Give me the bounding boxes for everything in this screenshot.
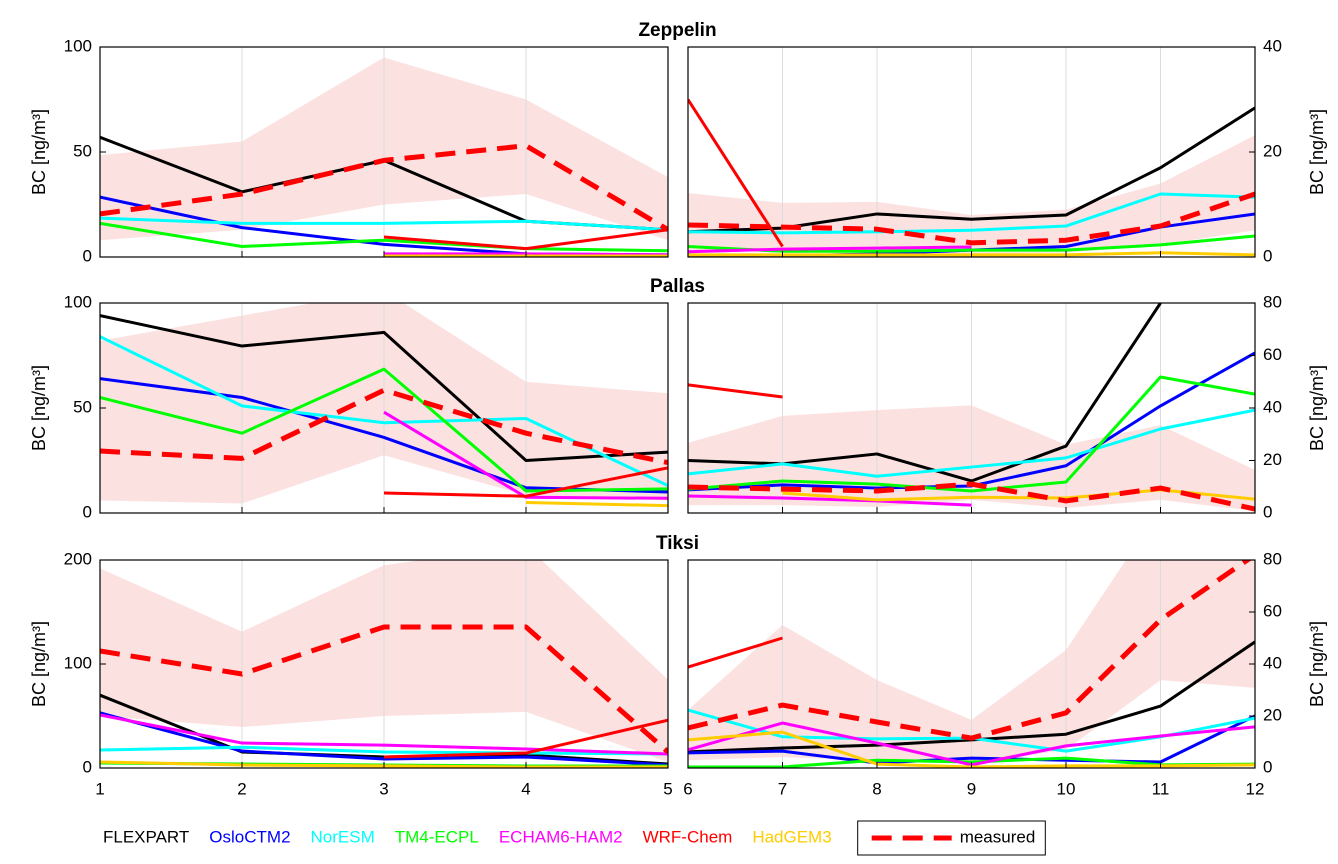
x-tick-label: 5 xyxy=(663,779,672,798)
panel xyxy=(100,560,668,768)
series-line xyxy=(100,367,668,493)
x-tick-label: 4 xyxy=(521,779,530,798)
y-tick-label: 100 xyxy=(64,36,92,55)
series-line xyxy=(100,314,668,462)
series-line xyxy=(100,216,668,232)
series-line xyxy=(688,408,1255,478)
series-line xyxy=(688,494,972,507)
y-axis-label: BC [ng/m³] xyxy=(29,621,49,707)
y-tick-label: 0 xyxy=(1263,246,1272,265)
y-axis-label: BC [ng/m³] xyxy=(29,109,49,195)
series-line xyxy=(688,375,1255,493)
y-tick-label: 50 xyxy=(73,141,92,160)
y-tick-label: 50 xyxy=(73,397,92,416)
y-tick-label: 200 xyxy=(64,549,92,568)
legend-label: OsloCTM2 xyxy=(209,827,290,846)
y-tick-label: 20 xyxy=(1263,705,1282,724)
series-line xyxy=(100,143,668,232)
x-tick-label: 6 xyxy=(683,779,692,798)
legend-label: NorESM xyxy=(311,827,375,846)
x-tick-label: 7 xyxy=(778,779,787,798)
series-line xyxy=(782,488,1255,502)
series-line xyxy=(688,192,1255,235)
legend-label: FLEXPART xyxy=(103,827,189,846)
y-tick-label: 0 xyxy=(83,757,92,776)
series-line xyxy=(688,383,783,399)
y-tick-label: 60 xyxy=(1263,601,1282,620)
y-tick-label: 0 xyxy=(1263,502,1272,521)
y-tick-label: 20 xyxy=(1263,450,1282,469)
panel xyxy=(688,560,1255,768)
y-tick-label: 100 xyxy=(64,292,92,311)
series-line xyxy=(383,228,668,251)
y-tick-label: 40 xyxy=(1263,653,1282,672)
x-tick-label: 2 xyxy=(237,779,246,798)
panel xyxy=(100,47,668,257)
series-line xyxy=(100,221,668,253)
series-line xyxy=(688,303,1162,483)
y-tick-label: 0 xyxy=(83,246,92,265)
x-tick-label: 9 xyxy=(967,779,976,798)
range-band xyxy=(688,560,1255,764)
series-line xyxy=(100,745,668,756)
series-line xyxy=(100,624,668,754)
y-tick-label: 40 xyxy=(1263,36,1282,55)
series-line xyxy=(688,245,972,254)
series-line xyxy=(688,481,1255,512)
series-line xyxy=(100,713,668,756)
y-tick-label: 0 xyxy=(1263,757,1272,776)
y-tick-label: 100 xyxy=(64,653,92,672)
panel xyxy=(688,303,1255,513)
y-tick-label: 60 xyxy=(1263,345,1282,364)
series-line xyxy=(688,560,1252,741)
panel-title: Tiksi xyxy=(656,533,699,554)
y-axis-label: BC [ng/m³] xyxy=(29,365,49,451)
x-tick-label: 3 xyxy=(379,779,388,798)
x-tick-label: 11 xyxy=(1152,779,1170,798)
series-line xyxy=(383,718,668,759)
x-tick-label: 8 xyxy=(872,779,881,798)
legend-label: HadGEM3 xyxy=(752,827,831,846)
panel-title: Pallas xyxy=(650,276,705,297)
legend-label: ECHAM6-HAM2 xyxy=(499,827,623,846)
y-axis-label: BC [ng/m³] xyxy=(1307,109,1327,195)
series-line xyxy=(100,387,668,466)
series-line xyxy=(688,191,1255,246)
series-line xyxy=(525,501,668,508)
range-band xyxy=(688,135,1255,254)
x-tick-label: 10 xyxy=(1057,779,1076,798)
y-tick-label: 40 xyxy=(1263,397,1282,416)
y-tick-label: 80 xyxy=(1263,292,1282,311)
panel-title: Zeppelin xyxy=(638,20,716,41)
series-line xyxy=(100,711,668,767)
y-axis-label: BC [ng/m³] xyxy=(1307,365,1327,451)
y-tick-label: 0 xyxy=(83,502,92,521)
x-tick-label: 12 xyxy=(1246,779,1265,798)
legend-label: TM4-ECPL xyxy=(395,827,479,846)
y-tick-label: 80 xyxy=(1263,549,1282,568)
x-tick-label: 1 xyxy=(95,779,104,798)
series-line xyxy=(383,466,668,498)
y-tick-label: 20 xyxy=(1263,141,1282,160)
series-line xyxy=(688,636,783,669)
y-axis-label: BC [ng/m³] xyxy=(1307,621,1327,707)
panel xyxy=(688,47,1255,257)
legend-label: measured xyxy=(960,827,1036,846)
panel xyxy=(100,303,668,513)
legend-label: WRF-Chem xyxy=(643,827,733,846)
series-line xyxy=(688,98,784,248)
